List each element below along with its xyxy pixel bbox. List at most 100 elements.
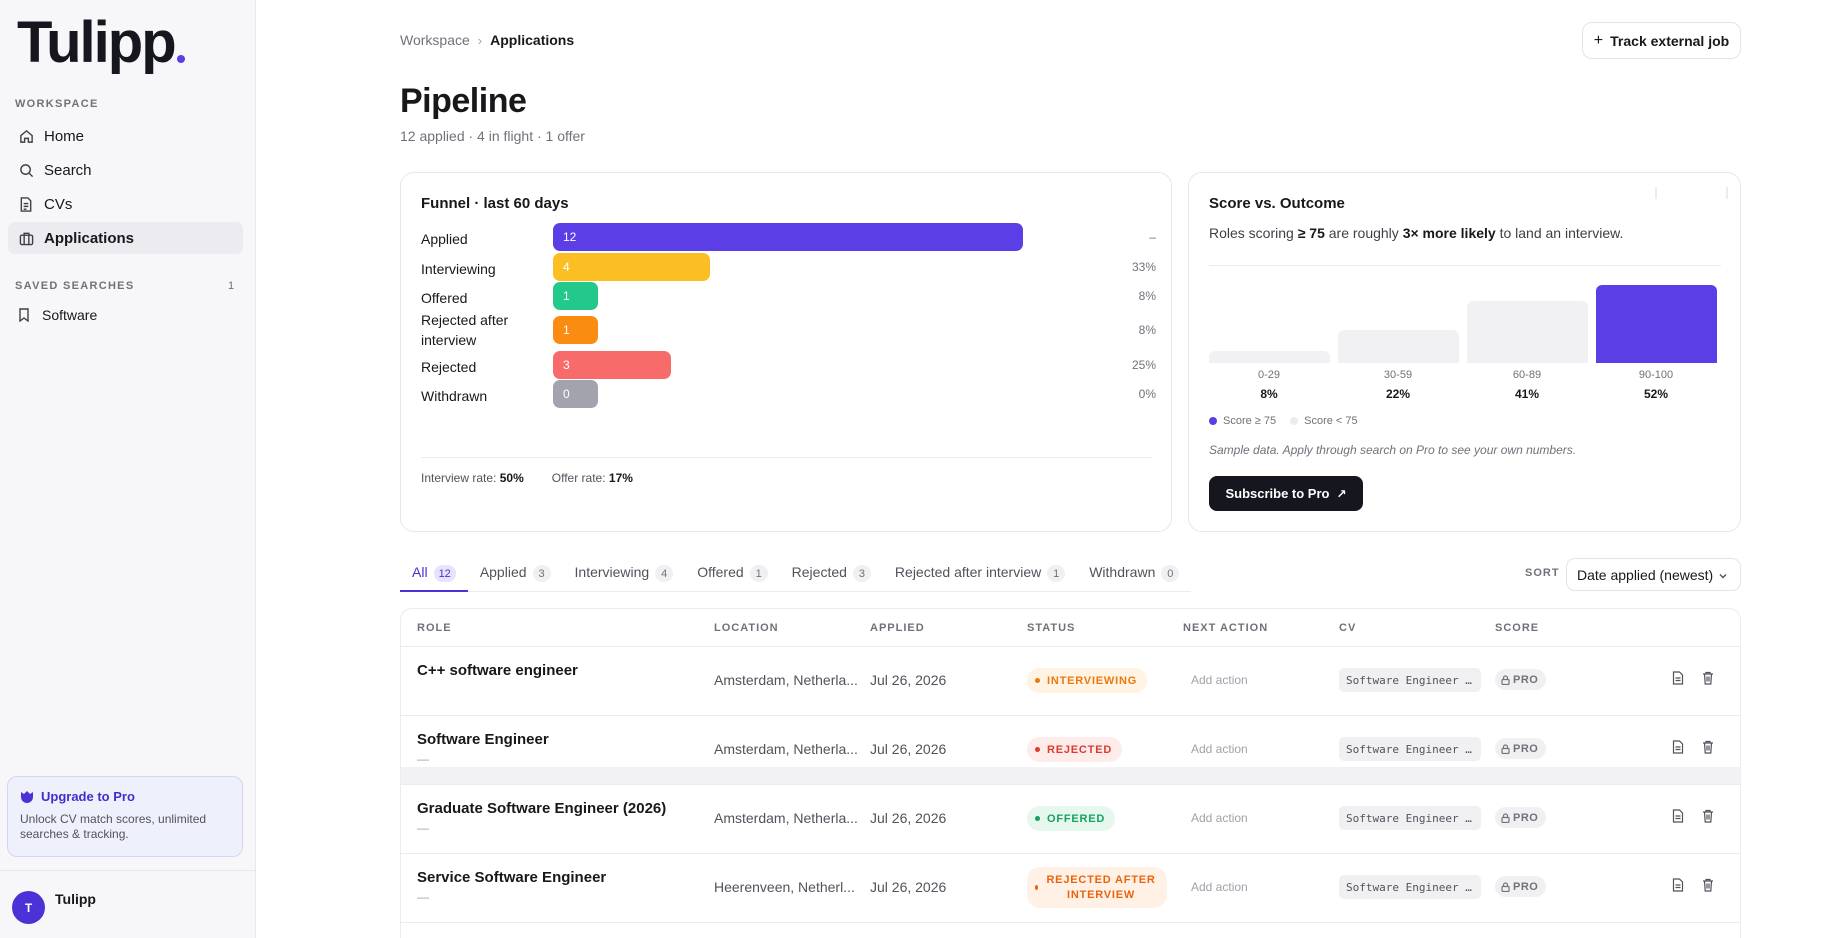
track-external-job-button[interactable]: + Track external job	[1582, 22, 1741, 59]
funnel-row: Rejected 3 25%	[421, 351, 1156, 379]
subscribe-to-pro-button[interactable]: Subscribe to Pro ↗	[1209, 476, 1363, 511]
funnel-label: Applied	[421, 231, 468, 247]
breadcrumb-workspace[interactable]: Workspace	[400, 32, 470, 48]
funnel-percent: 8%	[1138, 323, 1156, 337]
funnel-label: Withdrawn	[421, 388, 488, 404]
tab-rejected-after-interview[interactable]: Rejected after interview 1	[883, 560, 1077, 592]
logo-text: Tulipp	[17, 10, 177, 75]
funnel-bar[interactable]: 0	[553, 380, 598, 408]
tab-withdrawn[interactable]: Withdrawn 0	[1077, 560, 1191, 592]
tab-all[interactable]: All 12	[400, 560, 468, 592]
table-row[interactable]: C++ software engineer Amsterdam, Netherla…	[401, 647, 1740, 716]
score-pro-badge[interactable]: PRO	[1495, 876, 1547, 897]
nav-item-applications[interactable]: Applications	[8, 222, 243, 254]
tab-label: Offered	[697, 564, 744, 580]
document-icon[interactable]	[1672, 878, 1686, 894]
location-cell: Amsterdam, Netherla...	[714, 741, 858, 757]
role-company: —	[417, 890, 429, 904]
nav-item-cvs[interactable]: CVs	[8, 188, 243, 220]
tab-label: Applied	[479, 564, 527, 580]
cv-chip[interactable]: Software Engineer …	[1339, 875, 1481, 899]
role-title[interactable]: Service Software Engineer	[417, 869, 607, 886]
tab-count-badge: 1	[749, 565, 768, 582]
subscribe-label: Subscribe to Pro	[1225, 486, 1330, 501]
workspace-section-title: WORKSPACE	[15, 98, 99, 110]
funnel-row: Interviewing 4 33%	[421, 253, 1156, 281]
role-company: —	[417, 752, 429, 766]
status-badge[interactable]: INTERVIEWING	[1027, 668, 1148, 693]
cv-chip[interactable]: Software Engineer …	[1339, 668, 1481, 692]
trash-icon[interactable]	[1702, 809, 1716, 825]
status-badge[interactable]: REJECTED AFTER INTERVIEW	[1027, 867, 1167, 908]
table-header: ROLE LOCATION APPLIED STATUS NEXT ACTION CV SC…	[401, 609, 1740, 647]
score-bar	[1209, 351, 1330, 363]
funnel-row: Applied 12 –	[421, 223, 1156, 251]
score-pro-badge[interactable]: PRO	[1495, 738, 1547, 759]
table-row[interactable]: Service Software Engineer — Heerenveen, Ne…	[401, 854, 1740, 923]
lock-icon	[1501, 743, 1510, 754]
status-tabs: All 12 Applied 3 Interviewing 4 Offered 1 Reject…	[400, 560, 1192, 592]
user-name: Tulipp	[55, 891, 96, 907]
tab-offered[interactable]: Offered 1	[685, 560, 779, 592]
cv-chip[interactable]: Software Engineer …	[1339, 737, 1481, 761]
column-header: SCORE	[1495, 622, 1540, 634]
status-dot	[1035, 747, 1040, 752]
plus-icon: +	[1593, 31, 1604, 49]
tab-rejected[interactable]: Rejected 3	[780, 560, 883, 592]
funnel-percent: 0%	[1138, 387, 1156, 401]
tab-count-badge: 3	[532, 565, 551, 582]
sort-select[interactable]: Date applied (newest)	[1566, 558, 1741, 591]
upgrade-card[interactable]: Upgrade to Pro Unlock CV match scores, u…	[7, 776, 243, 857]
add-action-input[interactable]: Add action	[1191, 811, 1248, 825]
tulipp-logo[interactable]: Tulipp	[17, 14, 185, 72]
saved-search-software[interactable]: Software	[8, 301, 243, 329]
score-pro-badge[interactable]: PRO	[1495, 807, 1547, 828]
funnel-bar[interactable]: 4	[553, 253, 710, 281]
trash-icon[interactable]	[1702, 671, 1716, 687]
funnel-bar[interactable]: 1	[553, 316, 598, 344]
nav-item-search[interactable]: Search	[8, 154, 243, 186]
user-menu[interactable]: T Tulipp	[0, 870, 255, 938]
trash-icon[interactable]	[1702, 878, 1716, 894]
add-action-input[interactable]: Add action	[1191, 742, 1248, 756]
add-action-input[interactable]: Add action	[1191, 673, 1248, 687]
tab-interviewing[interactable]: Interviewing 4	[563, 560, 686, 592]
add-action-input[interactable]: Add action	[1191, 880, 1248, 894]
tab-applied[interactable]: Applied 3	[468, 560, 563, 592]
score-bucket-label: 0-29	[1257, 369, 1281, 381]
funnel-percent: 25%	[1131, 358, 1156, 372]
table-row[interactable]: Graduate Software Engineer (2026) — Amster…	[401, 785, 1740, 854]
role-title[interactable]: C++ software engineer	[417, 662, 578, 679]
status-badge[interactable]: OFFERED	[1027, 806, 1116, 831]
document-icon[interactable]	[1672, 809, 1686, 825]
cv-chip[interactable]: Software Engineer …	[1339, 806, 1481, 830]
score-outcome-card: Score vs. Outcome Roles scoring ≥ 75 are…	[1188, 172, 1741, 532]
score-bar	[1596, 285, 1717, 363]
status-badge[interactable]: REJECTED	[1027, 737, 1123, 762]
funnel-label: Rejected after interview	[421, 312, 509, 348]
funnel-footer: Interview rate: 50% Offer rate: 17%	[421, 471, 633, 485]
score-desc-part: Roles scoring	[1209, 225, 1298, 241]
role-title[interactable]: Software Engineer	[417, 731, 549, 748]
trash-icon[interactable]	[1702, 740, 1716, 756]
status-dot	[1035, 678, 1040, 683]
score-pro-badge[interactable]: PRO	[1495, 669, 1547, 690]
funnel-bar[interactable]: 12	[553, 223, 1023, 251]
sample-data-note: Sample data. Apply through search on Pro…	[1209, 443, 1577, 457]
table-row[interactable]: Software Engineer — Amsterdam, Netherla...…	[401, 716, 1740, 785]
funnel-bar[interactable]: 3	[553, 351, 671, 379]
funnel-row: Offered 1 8%	[421, 282, 1156, 310]
column-header[interactable]: LOCATION	[714, 622, 779, 634]
funnel-bar[interactable]: 1	[553, 282, 598, 310]
chevron-right-icon: ›	[477, 32, 483, 48]
score-bucket-percent: 22%	[1385, 387, 1411, 401]
role-company: —	[417, 821, 429, 835]
column-header[interactable]: APPLIED	[870, 622, 925, 634]
breadcrumb-applications: Applications	[490, 32, 575, 48]
document-icon[interactable]	[1672, 740, 1686, 756]
tab-label: Interviewing	[574, 564, 650, 580]
role-title[interactable]: Graduate Software Engineer (2026)	[417, 800, 667, 817]
nav-item-home[interactable]: Home	[8, 120, 243, 152]
score-desc-part: are roughly	[1324, 225, 1403, 241]
document-icon[interactable]	[1672, 671, 1686, 687]
